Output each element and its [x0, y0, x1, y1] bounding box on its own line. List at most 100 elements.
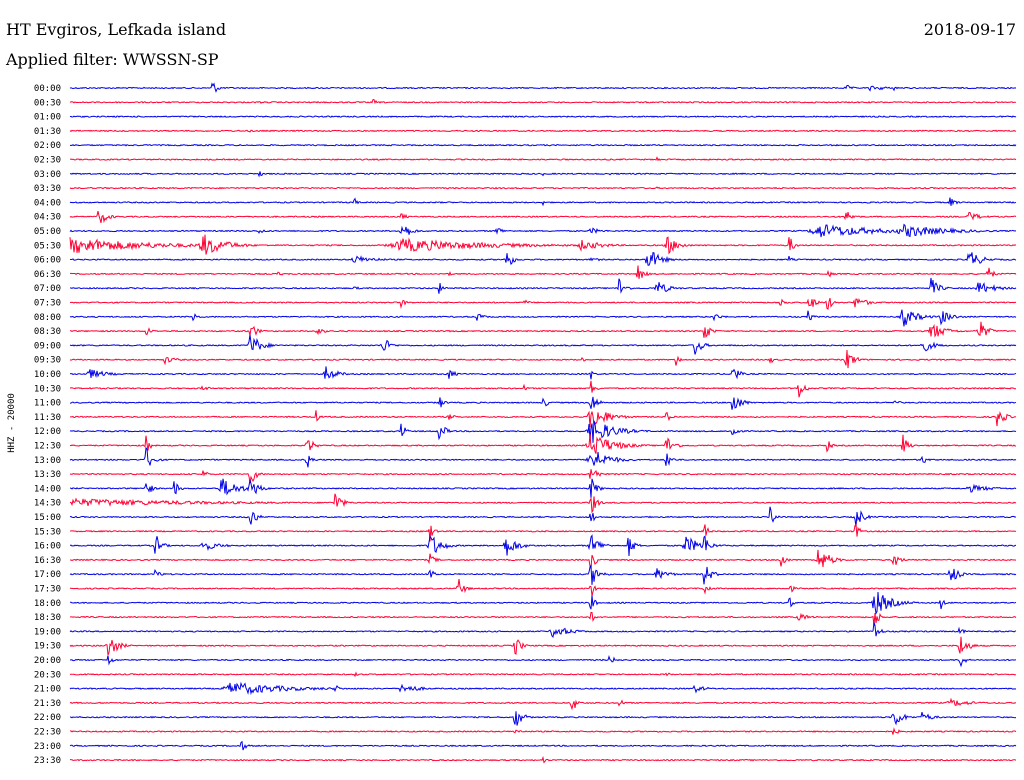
trace-time-label: 15:00 — [34, 513, 61, 523]
trace-time-label: 11:30 — [34, 413, 61, 423]
trace-line — [69, 82, 1017, 93]
trace-line — [69, 297, 1017, 310]
trace-line — [69, 309, 1017, 327]
trace-time-label: 07:30 — [34, 299, 61, 309]
trace-time-label: 03:00 — [34, 170, 61, 180]
trace-line — [69, 697, 1017, 711]
trace-line — [69, 478, 1017, 498]
trace-time-label: 02:30 — [34, 156, 61, 166]
trace-line — [69, 156, 1017, 162]
trace-time-label: 01:00 — [34, 113, 61, 123]
trace-line — [69, 252, 1017, 266]
trace-time-label: 16:30 — [34, 556, 61, 566]
trace-time-label: 02:00 — [34, 141, 61, 151]
trace-time-label: 09:00 — [34, 341, 61, 351]
trace-time-label: 00:00 — [34, 84, 61, 94]
trace-line — [69, 99, 1017, 105]
trace-line — [69, 396, 1017, 410]
trace-line — [69, 654, 1017, 668]
trace-line — [69, 420, 1017, 443]
trace-time-label: 03:30 — [34, 184, 61, 194]
trace-line — [69, 186, 1017, 190]
trace-line — [69, 523, 1017, 542]
trace-time-label: 20:00 — [34, 656, 61, 666]
trace-line — [69, 234, 1017, 255]
station-title: HT Evgiros, Lefkada island — [6, 20, 227, 39]
trace-time-label: 10:00 — [34, 370, 61, 380]
trace-line — [69, 129, 1017, 133]
trace-line — [69, 506, 1017, 528]
trace-line — [69, 277, 1017, 294]
trace-line — [69, 265, 1017, 279]
trace-line — [69, 433, 1017, 454]
trace-time-label: 09:30 — [34, 356, 61, 366]
trace-line — [69, 493, 1017, 514]
trace-line — [69, 755, 1017, 764]
trace-time-label: 00:30 — [34, 98, 61, 108]
trace-line — [69, 380, 1017, 398]
trace-line — [69, 740, 1017, 751]
trace-time-label: 23:00 — [34, 742, 61, 752]
trace-time-label: 07:00 — [34, 284, 61, 294]
trace-line — [69, 115, 1017, 118]
trace-time-label: 05:00 — [34, 227, 61, 237]
trace-time-label: 05:30 — [34, 241, 61, 251]
trace-time-label: 14:00 — [34, 484, 61, 494]
trace-time-label: 18:00 — [34, 599, 61, 609]
trace-time-label: 17:30 — [34, 585, 61, 595]
trace-time-label: 15:30 — [34, 527, 61, 537]
trace-line — [69, 334, 1017, 355]
trace-line — [69, 534, 1017, 556]
trace-time-label: 16:00 — [34, 542, 61, 552]
trace-line — [69, 211, 1017, 224]
trace-line — [69, 622, 1017, 638]
trace-time-label: 13:00 — [34, 456, 61, 466]
trace-line — [69, 223, 1017, 238]
trace-time-label: 19:00 — [34, 627, 61, 637]
trace-line — [69, 579, 1017, 596]
trace-time-label: 22:00 — [34, 713, 61, 723]
trace-time-label: 04:00 — [34, 198, 61, 208]
trace-group — [69, 82, 1017, 764]
trace-line — [69, 143, 1017, 147]
trace-time-label: 22:30 — [34, 728, 61, 738]
trace-line — [69, 636, 1017, 656]
trace-time-label: 11:00 — [34, 399, 61, 409]
trace-time-label: 08:30 — [34, 327, 61, 337]
trace-time-label: 04:30 — [34, 213, 61, 223]
trace-time-label: 21:00 — [34, 685, 61, 695]
trace-time-label: 17:00 — [34, 570, 61, 580]
tick-label-group: 00:00 00:30 01:00 01:30 02:00 02:30 03:00 03:30… — [34, 84, 61, 766]
trace-time-label: 18:30 — [34, 613, 61, 623]
trace-time-label: 13:30 — [34, 470, 61, 480]
trace-time-label: 21:30 — [34, 699, 61, 709]
trace-line — [69, 446, 1017, 468]
trace-time-label: 12:00 — [34, 427, 61, 437]
trace-line — [69, 592, 1017, 615]
trace-line — [69, 171, 1017, 178]
trace-time-label: 06:00 — [34, 256, 61, 266]
trace-time-label: 12:30 — [34, 442, 61, 452]
trace-line — [69, 711, 1017, 726]
trace-time-label: 20:30 — [34, 670, 61, 680]
trace-line — [69, 611, 1017, 626]
trace-line — [69, 366, 1017, 380]
trace-time-label: 01:30 — [34, 127, 61, 137]
trace-line — [69, 564, 1017, 585]
date-label: 2018-09-17 — [923, 20, 1016, 39]
trace-line — [69, 671, 1017, 678]
trace-time-label: 10:30 — [34, 384, 61, 394]
trace-line — [69, 727, 1017, 735]
trace-time-label: 14:30 — [34, 499, 61, 509]
trace-time-label: 23:30 — [34, 756, 61, 766]
trace-line — [69, 681, 1017, 696]
trace-line — [69, 410, 1017, 428]
trace-time-label: 19:30 — [34, 642, 61, 652]
trace-line — [69, 349, 1017, 369]
trace-line — [69, 549, 1017, 571]
trace-line — [69, 321, 1017, 338]
trace-line — [69, 469, 1017, 484]
filter-label: Applied filter: WWSSN-SP — [6, 50, 219, 69]
trace-time-label: 06:30 — [34, 270, 61, 280]
